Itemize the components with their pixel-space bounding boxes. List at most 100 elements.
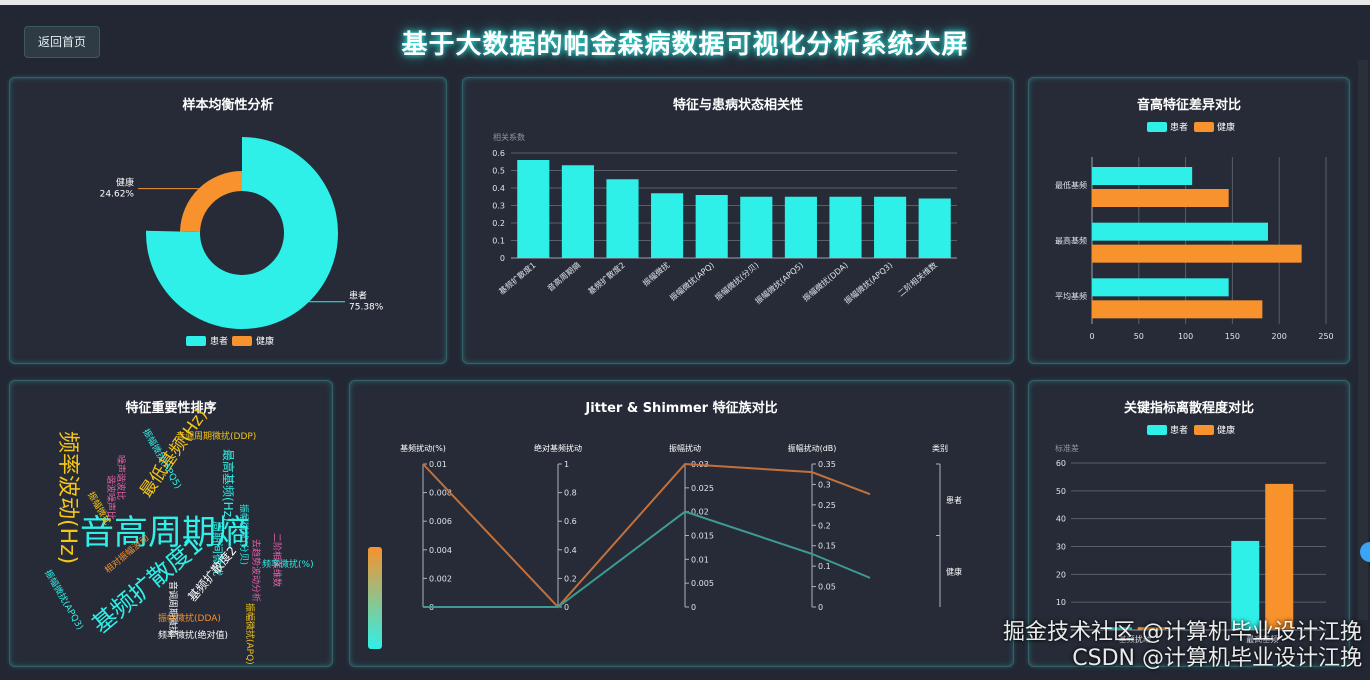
parallel-tick-3-3: 0.15 [818,542,836,551]
parallel-tick-0-3: 0.006 [429,517,452,526]
parallel-tick-0-2: 0.004 [429,546,452,555]
corr-bar-0 [517,160,550,258]
parallel-tick-1-3: 0.6 [564,517,577,526]
pitch-xtick-1: 50 [1134,332,1144,341]
pitch-bar-0-0 [1092,167,1193,185]
parallel-axis-name-0: 基频扰动(%) [400,443,446,453]
pitch-bar-2-1 [1092,300,1263,319]
parallel-line-0 [422,462,871,609]
cloud-word-8: 振幅微扰(分贝) [238,504,248,566]
top-strip [0,0,1370,5]
corr-ytick-6: 0.6 [492,149,505,158]
disp-ytick-6: 60 [1056,459,1066,468]
corr-ytick-2: 0.2 [492,219,505,228]
cloud-word-10: 噪声谐波比 [115,455,125,501]
parallel-tick-3-4: 0.2 [818,521,831,530]
parallel-axis-name-2: 振幅扰动 [669,443,701,453]
balance-title: 样本均衡性分析 [182,98,274,113]
parallel-cat-0: 患者 [946,495,962,505]
cloud-word-16: 去趋势波动分析 [250,539,260,603]
parallel-tick-2-5: 0.025 [691,484,714,493]
disp-ytick-5: 50 [1056,487,1066,496]
corr-ytick-0: 0 [500,254,505,263]
pitch-bar-0-1 [1092,189,1229,207]
cloud-word-4: 音调周期微扰(DDP) [176,432,257,442]
corr-ytick-1: 0.1 [492,237,505,246]
cloud-word-0: 音高周期熵 [80,513,250,553]
corr-xtick-9: 二阶相关维数 [896,260,939,299]
corr-xtick-1: 音高周期熵 [545,260,582,293]
parallel-tick-3-7: 0.35 [818,460,836,469]
pie-slice-1 [180,171,242,232]
parallel-tick-1-5: 1 [564,460,569,469]
watermark-line2: CSDN @计算机毕业设计江挽 [1072,646,1362,671]
parallel-tick-3-0: 0 [818,603,823,612]
pitch-xtick-5: 250 [1318,332,1333,341]
corr-ytick-3: 0.3 [492,202,505,211]
page-scrollbar[interactable] [1358,60,1368,620]
disp-bar-0-0 [1103,627,1132,630]
parallel-chart: 基频扰动(%) 0 0.002 0.004 0.006 0.008 0.01 绝对基频扰动 0 0… [368,443,962,649]
back-home-button[interactable]: 返回首页 [24,26,100,58]
corr-bar-5 [740,196,773,258]
cloud-word-6: 最高基频(Hz) [221,449,235,522]
disp-ylabel: 标准差 [1055,443,1079,453]
side-float-button[interactable] [1360,542,1370,562]
parallel-axis-name-1: 绝对基频扰动 [534,443,582,453]
pitch-bar-1-1 [1092,244,1302,263]
cloud-word-2: 频率波动(Hz) [55,431,80,565]
pie-label-name-0: 患者 [349,290,367,302]
corr-xtick-6: 振幅微扰(APQ5) [753,260,805,306]
parallel-axis-name-4: 类别 [932,443,948,453]
pitch-ytick-2: 平均基频 [1055,291,1087,301]
corr-bar-1 [561,165,594,258]
parallel-cat-1: 健康 [946,566,962,576]
corr-xtick-2: 基频扩散度2 [586,260,627,297]
parallel-tick-3-1: 0.05 [818,583,836,592]
parallel-tick-3-5: 0.25 [818,501,836,510]
parallel-tick-1-0: 0 [564,603,569,612]
disp-ytick-1: 10 [1056,598,1066,607]
pitch-legend-label-0: 患者 [1170,121,1188,133]
importance-title: 特征重要性排序 [125,401,217,416]
pitch-ytick-1: 最高基频 [1055,236,1087,246]
parallel-axis-name-3: 振幅扰动(dB) [788,443,837,453]
cloud-word-19: 振幅微扰(APQ3) [42,568,85,632]
corr-bar-6 [784,196,817,258]
pie-label-pct-0: 75.38% [349,303,384,313]
cloud-word-14: 音调周期微扰 [167,581,177,636]
dispersion-title: 关键指标离散程度对比 [1123,401,1254,416]
corr-ytick-5: 0.5 [492,167,505,176]
pitch-bar-2-0 [1092,278,1229,297]
legend-swatch-1 [232,336,252,346]
corr-panel: 特征与患病状态相关性 相关系数 0 0.1 0.2 0.3 0.4 0.5 0.6 基频扩散度1… [462,77,1014,364]
parallel-title: Jitter & Shimmer 特征族对比 [585,401,778,416]
watermark: 掘金技术社区 @计算机毕业设计江挽 CSDN @计算机毕业设计江挽 [1003,620,1362,672]
parallel-tick-1-1: 0.2 [564,574,577,583]
parallel-tick-1-4: 0.8 [564,489,577,498]
parallel-tick-0-4: 0.008 [429,489,452,498]
disp-xtick-0: 基频扰动 [1119,634,1151,644]
corr-ytick-4: 0.4 [492,184,505,193]
cloud-word-21: 频率微扰(绝对值) [158,631,229,641]
corr-bar-8 [874,196,907,258]
corr-title: 特征与患病状态相关性 [672,98,803,113]
disp-xtick-1: 最高基频 [1246,634,1278,644]
parallel-tick-2-0: 0 [691,603,696,612]
importance-word-cloud: 音高周期熵 基频扩散度1 频率波动(Hz) 最低基频(Hz) 音调周期微扰(DDP) 振幅… [10,381,332,666]
pitch-legend-swatch-0 [1147,122,1167,132]
disp-ytick-2: 20 [1056,570,1066,579]
pitch-xtick-0: 0 [1089,332,1094,341]
pitch-xtick-2: 100 [1178,332,1193,341]
importance-panel: 特征重要性排序 音高周期熵 基频扩散度1 频率波动(Hz) 最低基频(Hz) 音调周期微… [9,380,333,667]
parallel-tick-2-4: 0.02 [691,508,709,517]
corr-bar-3 [651,193,684,258]
parallel-visualmap [368,547,382,649]
pitch-title: 音高特征差异对比 [1136,98,1241,113]
balance-panel: 样本均衡性分析 患者 75.38% 健康 24.62% 患者 健康 [9,77,447,364]
page-title: 基于大数据的帕金森病数据可视化分析系统大屏 [401,30,969,60]
parallel-tick-1-2: 0.4 [564,546,577,555]
pitch-ytick-0: 最低基频 [1055,180,1087,190]
legend-swatch-0 [186,336,206,346]
